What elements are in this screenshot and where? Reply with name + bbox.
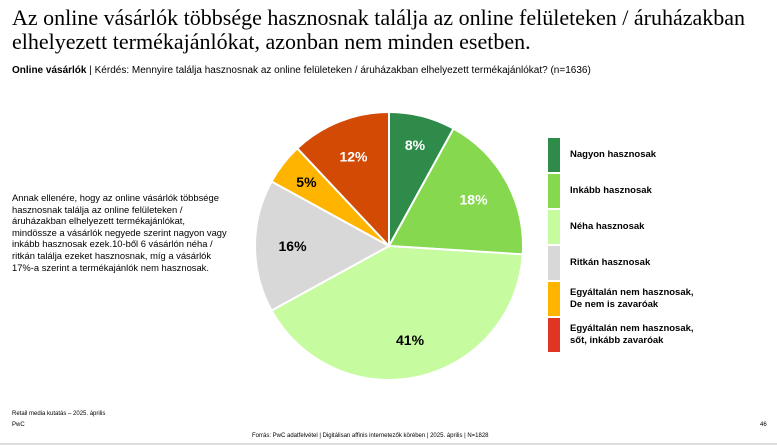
legend-item: Inkább hasznosak [548,174,768,208]
pie-slice [387,127,524,256]
slice-label: 8% [405,137,426,153]
slice-label: 41% [396,332,425,348]
footer-company: PwC [12,422,25,428]
legend-label: Ritkán hasznosak [570,257,651,268]
pie-slice [295,110,390,249]
slice-label: 12% [339,148,368,164]
summary-note: Annak ellenére, hogy az online vásárlók … [12,192,227,273]
legend-label: Egyáltalán nem hasznosak, De nem is zavar… [570,287,694,310]
footer-study: Retail media kutatás – 2025. április [12,411,106,417]
subtitle: Online vásárlók | Kérdés: Mennyire talál… [12,65,591,76]
legend-label: Egyáltalán nem hasznosak, sőt, inkább zav… [570,323,694,346]
legend-swatch [548,246,560,280]
subtitle-segment: Online vásárlók [12,65,87,76]
legend-label: Nagyon hasznosak [570,149,657,160]
legend-swatch [548,174,560,208]
legend-swatch [548,138,560,172]
slice-label: 5% [296,174,317,190]
legend-label: Néha hasznosak [570,221,645,232]
legend-swatch [548,210,560,244]
pie-slice [254,180,392,312]
slice-label: 16% [279,238,308,254]
pie-slice [270,244,524,381]
legend-label: Inkább hasznosak [570,185,652,196]
legend-swatch [548,282,560,316]
legend-swatch [548,318,560,352]
legend-item: Ritkán hasznosak [548,246,768,280]
page-title: Az online vásárlók többsége hasznosnak t… [12,5,746,54]
bottom-divider [0,443,777,445]
footer-source: Forrás: PwC adatfelvétel | Digitálisan a… [252,433,489,439]
page-number: 46 [760,422,767,428]
subtitle-question: | Kérdés: Mennyire találja hasznosnak az… [86,65,591,76]
legend-item: Egyáltalán nem hasznosak, De nem is zavar… [548,282,768,316]
legend-item: Egyáltalán nem hasznosak, sőt, inkább zav… [548,318,768,352]
legend-item: Néha hasznosak [548,210,768,244]
slice-label: 18% [460,192,489,208]
legend-item: Nagyon hasznosak [548,138,768,172]
